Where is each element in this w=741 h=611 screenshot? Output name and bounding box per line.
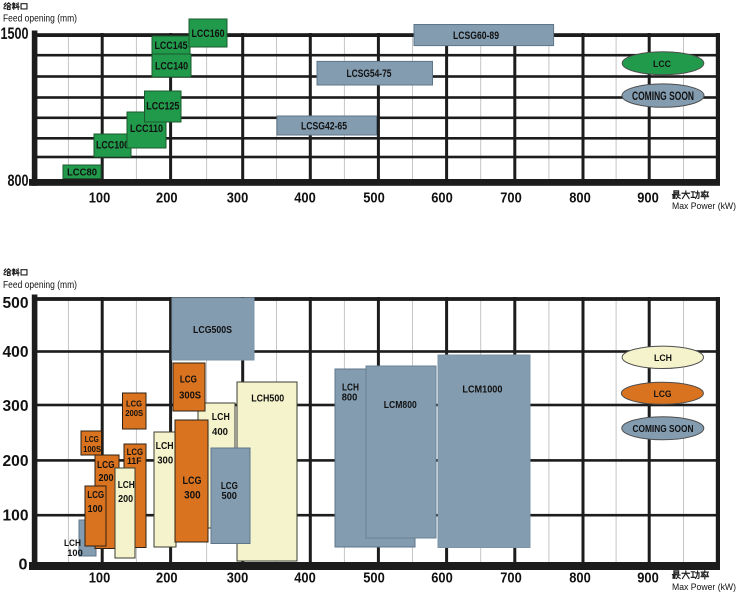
svg-text:LCC160: LCC160 (192, 28, 225, 40)
svg-text:100: 100 (89, 571, 111, 587)
svg-text:200S: 200S (125, 408, 143, 418)
svg-text:300: 300 (157, 455, 173, 467)
svg-text:LCG: LCG (127, 447, 144, 458)
svg-text:200: 200 (118, 494, 133, 505)
svg-text:100: 100 (88, 504, 103, 515)
svg-text:300: 300 (227, 191, 249, 207)
svg-text:LCC110: LCC110 (130, 123, 163, 135)
svg-text:600: 600 (431, 571, 453, 587)
svg-text:LCH: LCH (64, 538, 81, 549)
svg-text:600: 600 (431, 191, 453, 207)
svg-text:100: 100 (3, 507, 29, 524)
svg-text:LCG: LCG (97, 460, 115, 471)
svg-text:0: 0 (19, 556, 28, 573)
svg-text:LCG: LCG (183, 475, 202, 487)
svg-text:LCG: LCG (180, 374, 197, 385)
svg-text:LCG: LCG (126, 398, 142, 408)
svg-text:COMING SOON: COMING SOON (633, 424, 694, 435)
svg-text:Max Power (kW): Max Power (kW) (672, 582, 736, 593)
svg-text:LCG: LCG (221, 481, 238, 492)
svg-text:100: 100 (67, 548, 83, 559)
svg-text:LCH: LCH (654, 353, 672, 364)
svg-text:11F: 11F (127, 456, 142, 467)
svg-text:400: 400 (3, 344, 29, 361)
svg-text:300: 300 (227, 571, 249, 587)
svg-text:LCH: LCH (212, 411, 230, 423)
svg-text:LCC80: LCC80 (67, 166, 97, 178)
svg-text:800: 800 (8, 172, 29, 190)
svg-text:LCH: LCH (118, 480, 135, 491)
svg-text:200: 200 (156, 191, 178, 207)
svg-text:1500: 1500 (1, 25, 29, 43)
svg-text:LCG: LCG (654, 389, 672, 400)
svg-text:800: 800 (569, 571, 591, 587)
svg-text:500: 500 (363, 191, 385, 207)
svg-text:Feed opening (mm): Feed opening (mm) (3, 279, 77, 291)
svg-text:700: 700 (500, 571, 522, 587)
svg-text:500: 500 (363, 571, 385, 587)
svg-text:200: 200 (156, 571, 178, 587)
svg-text:LCC125: LCC125 (146, 100, 179, 112)
svg-text:Max Power (kW): Max Power (kW) (672, 201, 736, 212)
svg-text:800: 800 (342, 392, 358, 403)
svg-text:700: 700 (500, 191, 522, 207)
svg-text:100: 100 (89, 191, 111, 207)
svg-text:200: 200 (3, 453, 29, 470)
svg-text:400: 400 (294, 191, 316, 207)
svg-text:LCM800: LCM800 (384, 399, 417, 411)
svg-text:LCC: LCC (653, 59, 671, 70)
svg-text:400: 400 (294, 571, 316, 587)
svg-text:Feed opening (mm): Feed opening (mm) (3, 12, 77, 24)
svg-text:800: 800 (569, 191, 591, 207)
svg-text:LCG: LCG (85, 435, 99, 444)
svg-text:LCH500: LCH500 (251, 393, 284, 405)
svg-text:500: 500 (3, 295, 29, 312)
svg-text:LCSG42-65: LCSG42-65 (301, 120, 347, 132)
svg-text:LCC140: LCC140 (155, 60, 188, 72)
svg-text:LCG: LCG (87, 490, 104, 501)
svg-text:LCSG54-75: LCSG54-75 (347, 68, 392, 80)
svg-text:900: 900 (637, 571, 659, 587)
svg-text:LCC100: LCC100 (96, 139, 129, 151)
svg-text:LCM1000: LCM1000 (462, 384, 502, 396)
svg-text:300: 300 (184, 490, 201, 502)
svg-text:300S: 300S (179, 391, 201, 402)
svg-text:300: 300 (3, 398, 29, 415)
svg-text:LCG500S: LCG500S (193, 324, 232, 336)
svg-text:LCC145: LCC145 (155, 40, 188, 52)
svg-text:400: 400 (212, 426, 228, 438)
svg-text:200: 200 (99, 473, 114, 484)
svg-text:COMING SOON: COMING SOON (632, 91, 694, 103)
svg-text:900: 900 (637, 191, 659, 207)
svg-text:100S: 100S (83, 445, 102, 454)
svg-text:500: 500 (221, 491, 237, 502)
svg-text:LCH: LCH (156, 440, 174, 452)
svg-text:LCSG60-89: LCSG60-89 (453, 30, 499, 42)
svg-text:LCH: LCH (342, 382, 359, 393)
